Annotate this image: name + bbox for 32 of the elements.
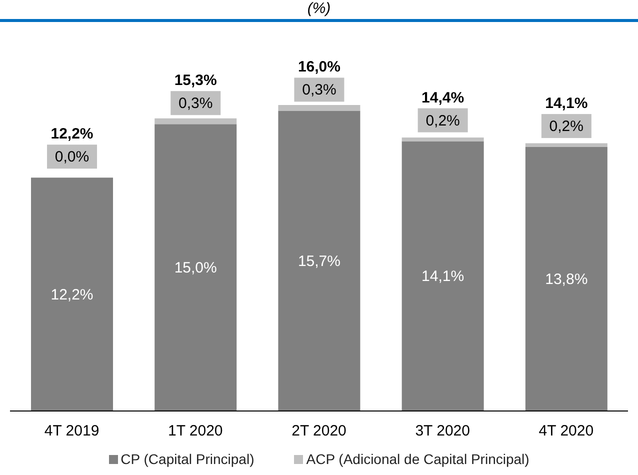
x-tick-label: 1T 2020 bbox=[168, 422, 223, 440]
data-label: 0,2% bbox=[426, 112, 460, 130]
bar bbox=[154, 118, 237, 124]
bar bbox=[525, 147, 608, 411]
chart-title: (%) bbox=[306, 0, 332, 18]
data-label: 15,7% bbox=[298, 252, 340, 270]
total-label: 12,2% bbox=[50, 126, 94, 143]
legend-label: ACP (Adicional de Capital Principal) bbox=[305, 451, 530, 467]
data-label: 0,3% bbox=[178, 95, 213, 112]
data-label: 0,3% bbox=[302, 82, 336, 99]
total-label: 15,3% bbox=[174, 72, 217, 90]
x-tick-label: 2T 2020 bbox=[292, 422, 346, 440]
legend-label: CP (Capital Principal) bbox=[120, 451, 254, 467]
bar bbox=[31, 178, 114, 411]
bar bbox=[402, 141, 484, 411]
bar bbox=[278, 110, 360, 411]
data-label: 13,8% bbox=[545, 271, 588, 288]
x-tick-label: 4T 2019 bbox=[44, 422, 100, 440]
total-label: 14,1% bbox=[545, 95, 588, 112]
x-tick-label: 4T 2020 bbox=[538, 422, 594, 440]
data-label: 0,2% bbox=[549, 118, 584, 136]
data-label: 14,1% bbox=[422, 268, 464, 286]
bar bbox=[402, 137, 484, 142]
data-label: 15,0% bbox=[174, 260, 217, 277]
total-label: 16,0% bbox=[298, 58, 340, 76]
data-label: 12,2% bbox=[50, 286, 94, 304]
bar bbox=[525, 143, 608, 148]
data-label: 0,0% bbox=[54, 148, 90, 166]
bar bbox=[154, 124, 237, 411]
x-tick-label: 3T 2020 bbox=[415, 422, 470, 440]
total-label: 14,4% bbox=[422, 89, 464, 106]
bar bbox=[278, 104, 360, 111]
